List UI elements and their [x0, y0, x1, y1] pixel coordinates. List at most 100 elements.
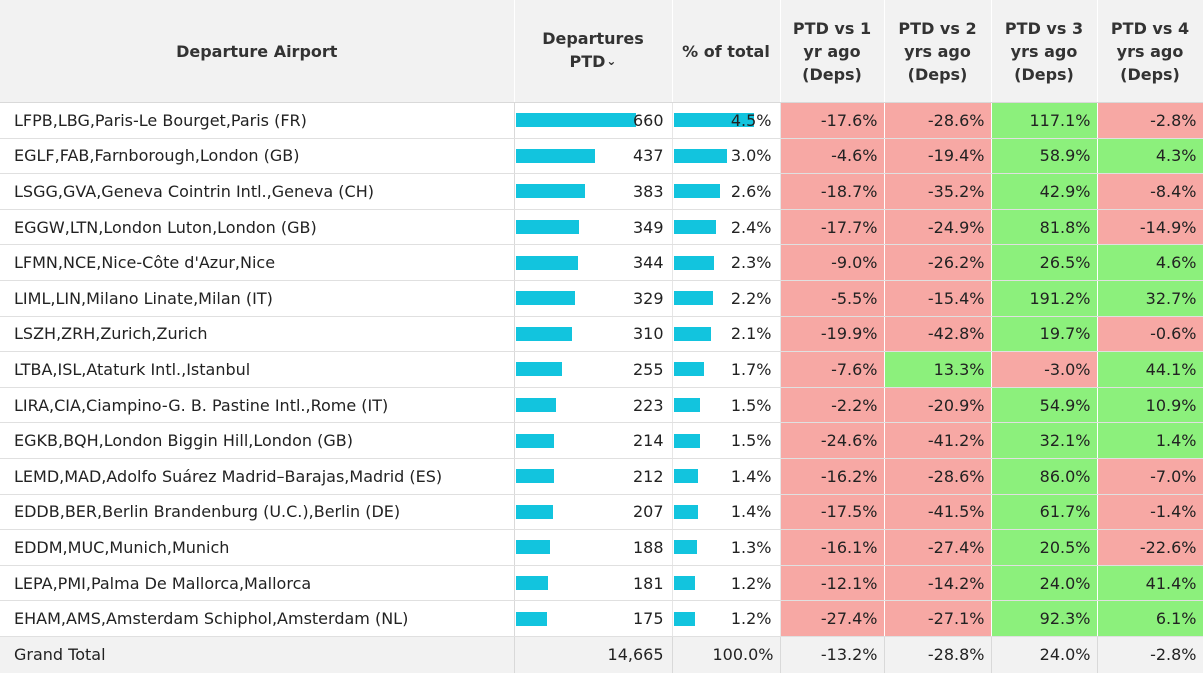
ptd-vs-y3-cell: -3.0% [991, 351, 1098, 388]
header-departures-ptd[interactable]: Departures PTD⌄ [514, 0, 673, 103]
table-row[interactable]: EDDB,BER,Berlin Brandenburg (U.C.),Berli… [0, 494, 1203, 531]
table-row[interactable]: LFMN,NCE,Nice-Côte d'Azur,Nice 344 2.3% -9.… [0, 244, 1203, 281]
header-ptd-vs-2yrs-label: PTD vs 2 yrs ago (Deps) [898, 18, 977, 84]
pct-of-total-value: 3.0% [730, 146, 772, 166]
pct-of-total-cell: 1.4% [672, 458, 781, 495]
header-row: Departure Airport Departures PTD⌄ % of t… [0, 0, 1203, 103]
ptd-vs-y2-cell: -41.5% [884, 494, 992, 531]
pct-of-total-bar [673, 148, 727, 163]
departures-cell: 212 [514, 458, 673, 495]
airport-cell[interactable]: EGGW,LTN,London Luton,London (GB) [0, 209, 515, 246]
sort-chevron-icon[interactable]: ⌄ [606, 54, 617, 68]
airport-cell[interactable]: LIRA,CIA,Ciampino-G. B. Pastine Intl.,Ro… [0, 387, 515, 424]
airport-cell[interactable]: EDDB,BER,Berlin Brandenburg (U.C.),Berli… [0, 494, 515, 531]
pct-of-total-bar [673, 504, 699, 519]
pct-of-total-cell: 3.0% [672, 138, 781, 175]
ptd-vs-y1-cell: -19.9% [780, 316, 885, 353]
ptd-vs-y2-cell: -19.4% [884, 138, 992, 175]
table-row[interactable]: LIML,LIN,Milano Linate,Milan (IT) 329 2.2%… [0, 280, 1203, 317]
table-row[interactable]: EGGW,LTN,London Luton,London (GB) 349 2.4%… [0, 209, 1203, 246]
pct-of-total-cell: 4.5% [672, 102, 781, 139]
departures-bar [515, 362, 562, 377]
departures-bar [515, 469, 555, 484]
airport-cell[interactable]: LSGG,GVA,Geneva Cointrin Intl.,Geneva (C… [0, 173, 515, 210]
pct-of-total-cell: 1.7% [672, 351, 781, 388]
header-ptd-vs-1yr[interactable]: PTD vs 1 yr ago (Deps) [780, 0, 885, 103]
header-ptd-vs-4yrs[interactable]: PTD vs 4 yrs ago (Deps) [1097, 0, 1203, 103]
departures-cell: 660 [514, 102, 673, 139]
table-row[interactable]: LSGG,GVA,Geneva Cointrin Intl.,Geneva (C… [0, 173, 1203, 210]
ptd-vs-y2-cell: -27.4% [884, 529, 992, 566]
ptd-vs-y2-cell: -15.4% [884, 280, 992, 317]
departures-cell: 175 [514, 600, 673, 637]
header-ptd-vs-2yrs[interactable]: PTD vs 2 yrs ago (Deps) [884, 0, 992, 103]
pct-of-total-cell: 1.2% [672, 565, 781, 602]
airport-cell[interactable]: EHAM,AMS,Amsterdam Schiphol,Amsterdam (N… [0, 600, 515, 637]
departures-bar [515, 220, 579, 235]
departures-value: 310 [632, 324, 664, 344]
table-row[interactable]: EHAM,AMS,Amsterdam Schiphol,Amsterdam (N… [0, 600, 1203, 637]
airport-cell[interactable]: LFMN,NCE,Nice-Côte d'Azur,Nice [0, 244, 515, 281]
airport-cell[interactable]: LEPA,PMI,Palma De Mallorca,Mallorca [0, 565, 515, 602]
ptd-vs-y3-cell: 117.1% [991, 102, 1098, 139]
ptd-vs-y2-cell: -26.2% [884, 244, 992, 281]
pct-of-total-value: 2.3% [730, 253, 772, 273]
table-row[interactable]: LIRA,CIA,Ciampino-G. B. Pastine Intl.,Ro… [0, 387, 1203, 424]
ptd-vs-y4-cell: -0.6% [1097, 316, 1203, 353]
airport-cell[interactable]: LSZH,ZRH,Zurich,Zurich [0, 316, 515, 353]
ptd-vs-y3-cell: 92.3% [991, 600, 1098, 637]
pct-of-total-value: 2.1% [730, 324, 772, 344]
pct-of-total-cell: 1.2% [672, 600, 781, 637]
departures-value: 188 [632, 537, 664, 557]
pct-of-total-bar [673, 362, 704, 377]
ptd-vs-y1-cell: -17.6% [780, 102, 885, 139]
table-row[interactable]: EGKB,BQH,London Biggin Hill,London (GB) 2… [0, 422, 1203, 459]
table-row[interactable]: LFPB,LBG,Paris-Le Bourget,Paris (FR) 660 4… [0, 102, 1203, 139]
airport-cell[interactable]: EGKB,BQH,London Biggin Hill,London (GB) [0, 422, 515, 459]
table-row[interactable]: LTBA,ISL,Ataturk Intl.,Istanbul 255 1.7% -7… [0, 351, 1203, 388]
pct-of-total-value: 2.6% [730, 181, 772, 201]
ptd-vs-y3-cell: 42.9% [991, 173, 1098, 210]
ptd-vs-y1-cell: -5.5% [780, 280, 885, 317]
departures-value: 175 [632, 609, 664, 629]
departures-cell: 349 [514, 209, 673, 246]
ptd-vs-y2-cell: -14.2% [884, 565, 992, 602]
pct-of-total-cell: 2.6% [672, 173, 781, 210]
airport-cell[interactable]: EDDM,MUC,Munich,Munich [0, 529, 515, 566]
header-ptd-vs-3yrs[interactable]: PTD vs 3 yrs ago (Deps) [991, 0, 1098, 103]
pct-of-total-cell: 1.5% [672, 387, 781, 424]
table-row[interactable]: LEMD,MAD,Adolfo Suárez Madrid–Barajas,Ma… [0, 458, 1203, 495]
ptd-vs-y2-cell: -35.2% [884, 173, 992, 210]
ptd-vs-y4-cell: 44.1% [1097, 351, 1203, 388]
airport-cell[interactable]: EGLF,FAB,Farnborough,London (GB) [0, 138, 515, 175]
header-departure-airport[interactable]: Departure Airport [0, 0, 515, 103]
table-row[interactable]: EDDM,MUC,Munich,Munich 188 1.3% -16.1% -27.4… [0, 529, 1203, 566]
departures-bar [515, 611, 548, 626]
airport-cell[interactable]: LIML,LIN,Milano Linate,Milan (IT) [0, 280, 515, 317]
pct-of-total-bar [673, 184, 720, 199]
airport-cell[interactable]: LTBA,ISL,Ataturk Intl.,Istanbul [0, 351, 515, 388]
ptd-vs-y1-cell: -9.0% [780, 244, 885, 281]
departures-cell: 344 [514, 244, 673, 281]
ptd-vs-y4-cell: -1.4% [1097, 494, 1203, 531]
airport-cell[interactable]: LEMD,MAD,Adolfo Suárez Madrid–Barajas,Ma… [0, 458, 515, 495]
departures-value: 437 [632, 146, 664, 166]
pct-of-total-cell: 2.2% [672, 280, 781, 317]
pct-of-total-value: 1.5% [730, 431, 772, 451]
airport-cell[interactable]: LFPB,LBG,Paris-Le Bourget,Paris (FR) [0, 102, 515, 139]
pct-of-total-cell: 1.4% [672, 494, 781, 531]
ptd-vs-y1-cell: -16.2% [780, 458, 885, 495]
ptd-vs-y3-cell: 61.7% [991, 494, 1098, 531]
pct-of-total-bar [673, 113, 754, 128]
table-row[interactable]: EGLF,FAB,Farnborough,London (GB) 437 3.0% -… [0, 138, 1203, 175]
table-row[interactable]: LSZH,ZRH,Zurich,Zurich 310 2.1% -19.9% -42.8… [0, 316, 1203, 353]
grand-total-vs-2yrs: -28.8% [884, 636, 992, 673]
pct-of-total-value: 1.4% [730, 466, 772, 486]
departures-value: 255 [632, 359, 664, 379]
grand-total-pct: 100.0% [672, 636, 781, 673]
grand-total-vs-1yr: -13.2% [780, 636, 885, 673]
pct-of-total-value: 1.7% [730, 359, 772, 379]
table-row[interactable]: LEPA,PMI,Palma De Mallorca,Mallorca 181 1.… [0, 565, 1203, 602]
header-pct-of-total[interactable]: % of total [672, 0, 781, 103]
